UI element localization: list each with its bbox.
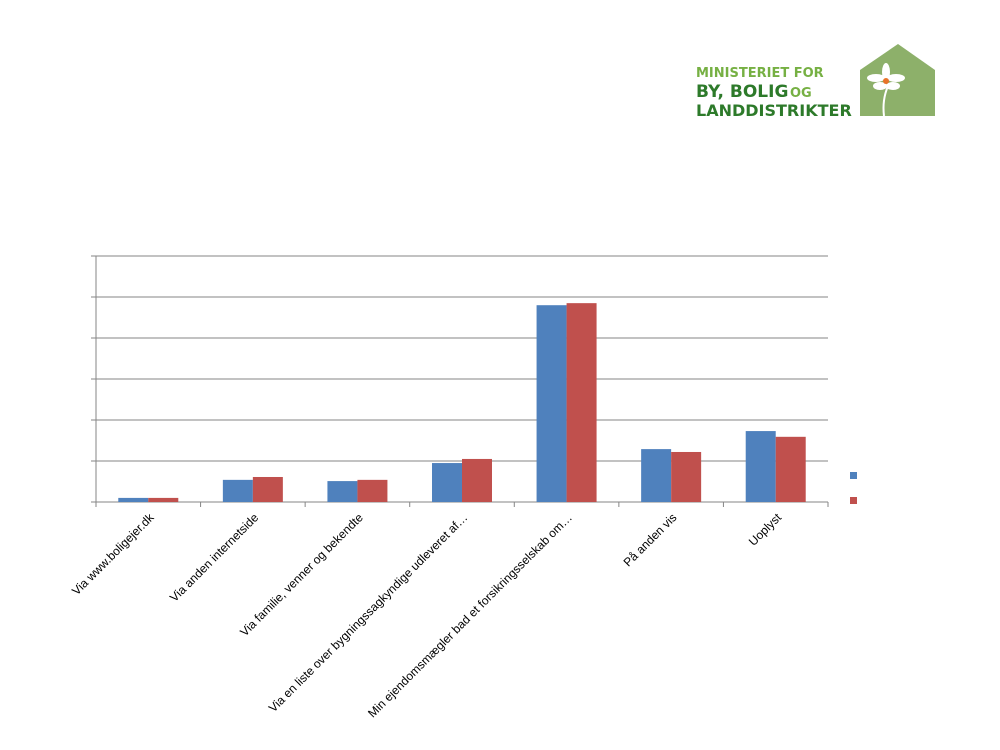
logo-line: LANDDISTRIKTER bbox=[696, 101, 852, 120]
bar bbox=[641, 449, 672, 502]
x-tick-label: Via www.boligejer.dk bbox=[69, 510, 157, 598]
legend-marker bbox=[850, 472, 857, 479]
logo-line: OG bbox=[790, 86, 812, 101]
bar bbox=[148, 497, 179, 502]
x-tick-label: Via familie, venner og bekendte bbox=[237, 510, 366, 639]
logo-stem bbox=[882, 85, 889, 117]
x-tick-label: Via anden internetside bbox=[167, 510, 261, 604]
x-tick-label: Uoplyst bbox=[746, 510, 785, 549]
bar bbox=[671, 451, 702, 502]
logo-flower bbox=[867, 63, 905, 90]
bar bbox=[327, 481, 358, 502]
bar bbox=[252, 476, 283, 502]
x-tick-label: Via en liste over bygningssagkyndige udl… bbox=[266, 510, 471, 715]
bar bbox=[536, 305, 567, 502]
bar bbox=[462, 458, 492, 502]
bar bbox=[357, 479, 388, 502]
x-tick-label: Min ejendomsmægler bad et forsikringssel… bbox=[365, 510, 575, 720]
logo: MINISTERIET FOR BY, BOLIG OG LANDDISTRIK… bbox=[696, 44, 935, 120]
bar bbox=[566, 303, 597, 502]
x-tick-label: På anden vis bbox=[621, 510, 680, 569]
bar bbox=[118, 497, 149, 502]
bar bbox=[222, 479, 253, 502]
logo-flower-center bbox=[883, 78, 889, 84]
logo-line: BY, BOLIG bbox=[696, 82, 788, 102]
legend-marker bbox=[850, 497, 857, 504]
bar bbox=[775, 436, 806, 502]
bar bbox=[745, 431, 776, 502]
logo-line: MINISTERIET FOR bbox=[696, 66, 824, 81]
bar bbox=[432, 463, 462, 502]
